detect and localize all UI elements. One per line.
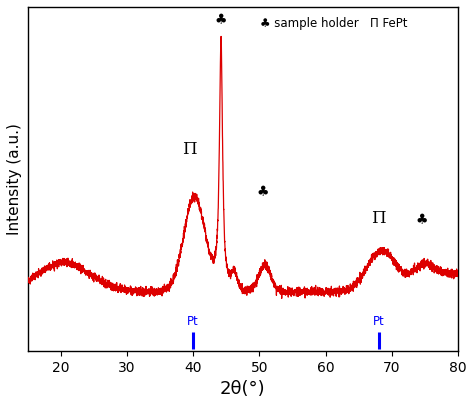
Y-axis label: Intensity (a.u.): Intensity (a.u.) [7,123,22,235]
Text: Pt: Pt [187,315,199,328]
Text: Π: Π [372,210,386,227]
X-axis label: 2θ(°): 2θ(°) [220,380,266,398]
Text: Pt: Pt [373,315,384,328]
Text: ♣: ♣ [416,213,428,227]
Text: ♣: ♣ [256,185,269,200]
Text: ♣: ♣ [215,14,227,28]
Text: Π: Π [182,141,197,158]
Text: ♣ sample holder   Π FePt: ♣ sample holder Π FePt [260,17,408,30]
